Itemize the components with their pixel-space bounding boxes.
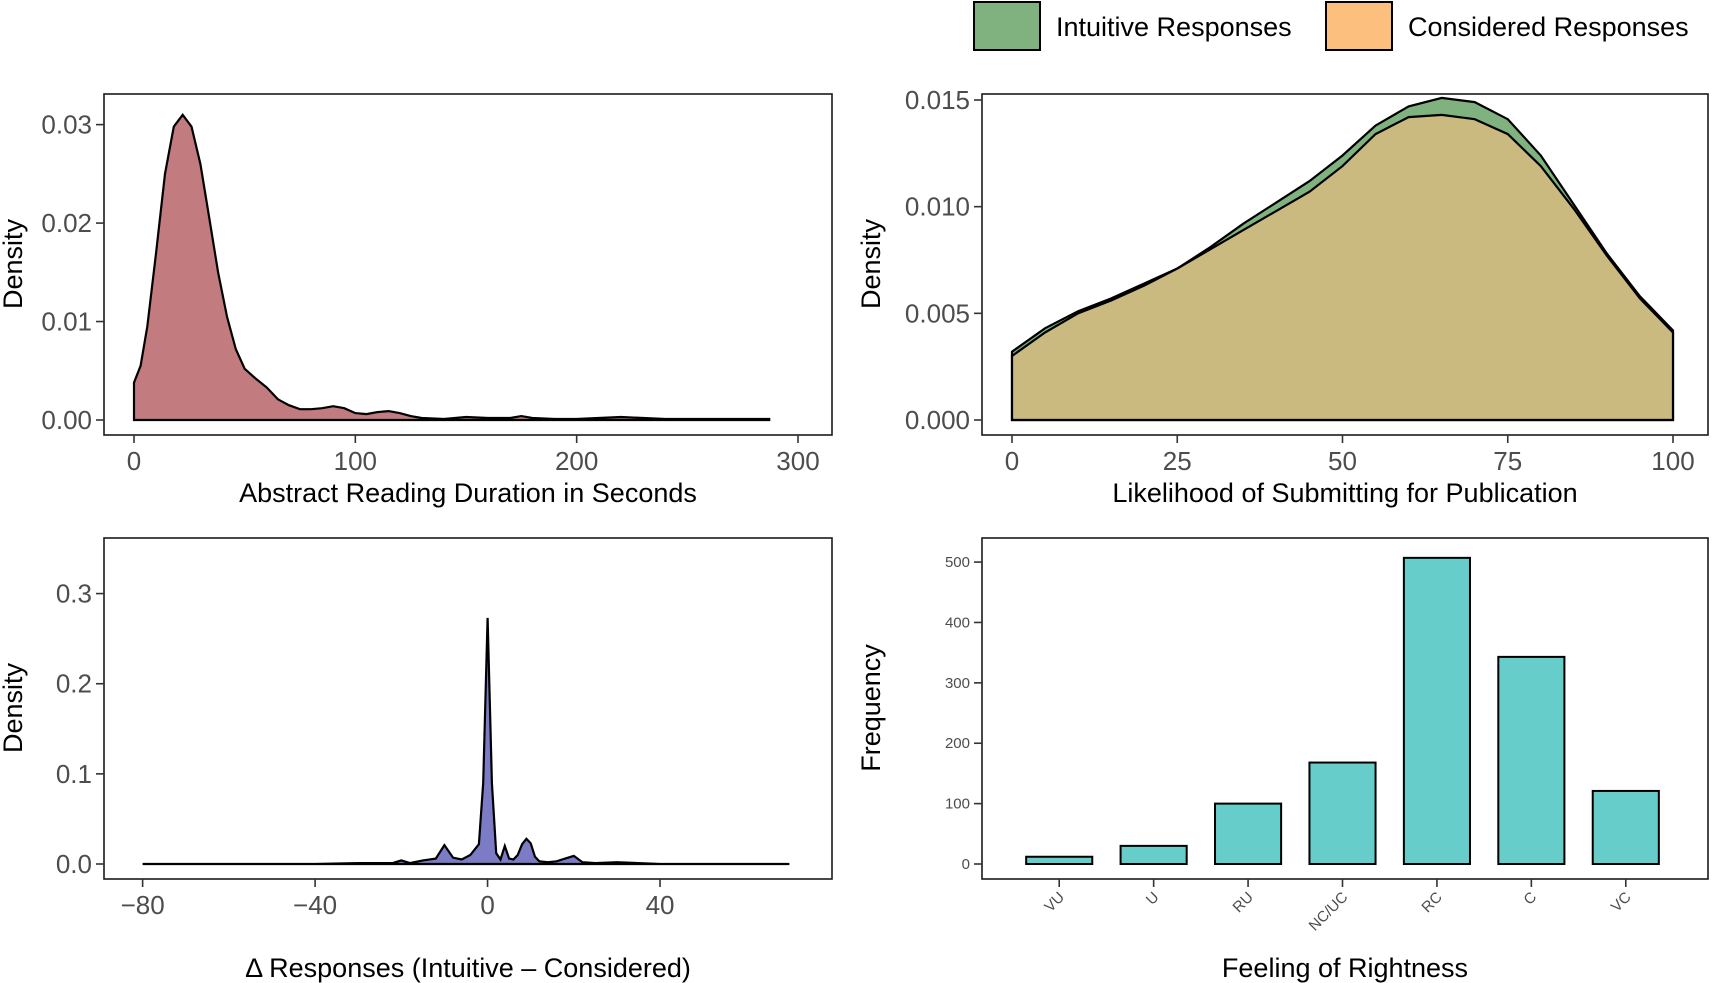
- x-tick-label: 0: [127, 446, 141, 476]
- y-tick-label: 0.01: [41, 307, 92, 337]
- bar: [1497, 655, 1566, 866]
- y-tick-label: 0.0: [56, 849, 92, 879]
- legend: Intuitive Responses Considered Responses: [973, 1, 1689, 51]
- panel-reading-duration: 0.00 0.01 0.02 0.03 0 100 200 300 Density Abst…: [0, 93, 833, 508]
- y-axis-title: Density: [856, 218, 886, 309]
- y-axis-title: Density: [0, 662, 28, 753]
- x-tick-label: 0: [1005, 446, 1019, 476]
- bar: [1119, 844, 1188, 866]
- legend-label-intuitive: Intuitive Responses: [1056, 12, 1292, 42]
- density-area-reading: [132, 112, 771, 422]
- y-tick-label: 0.2: [56, 669, 92, 699]
- x-tick-label: 25: [1163, 446, 1192, 476]
- bar: [1402, 556, 1471, 865]
- y-tick-label: 0.015: [905, 85, 970, 115]
- x-axis-title: Likelihood of Submitting for Publication: [1112, 478, 1577, 508]
- y-tick-label: 0.02: [41, 208, 92, 238]
- x-tick-label: VU: [1041, 889, 1068, 916]
- y-tick-label: 500: [945, 554, 970, 571]
- x-tick-label: NC/UC: [1306, 889, 1352, 935]
- x-tick-label: −40: [293, 890, 337, 920]
- bar: [1214, 802, 1283, 865]
- y-tick-label: 300: [945, 675, 970, 692]
- x-tick-label: VC: [1608, 889, 1635, 916]
- y-tick-label: 400: [945, 614, 970, 631]
- density-area-considered: [1010, 113, 1675, 422]
- x-tick-label: U: [1143, 889, 1163, 909]
- bar: [1308, 761, 1377, 865]
- panel-frame: [103, 537, 833, 880]
- x-tick-label: −80: [121, 890, 165, 920]
- x-tick-label: 300: [776, 446, 819, 476]
- legend-swatch-considered: [1325, 1, 1393, 51]
- y-tick-label: 0.03: [41, 110, 92, 140]
- x-tick-label: RC: [1418, 889, 1445, 916]
- panel-rightness: 0 100 200 300 400 500 VU U RU NC/UC RC C VC Frequen…: [856, 537, 1709, 983]
- y-tick-label: 0.010: [905, 192, 970, 222]
- x-tick-label: 200: [555, 446, 598, 476]
- x-tick-label: 0: [480, 890, 494, 920]
- x-axis-title: Δ Responses (Intuitive – Considered): [245, 953, 691, 983]
- density-area-delta: [142, 617, 790, 866]
- panel-delta: 0.0 0.1 0.2 0.3 −80 −40 0 40 Density Δ Respons…: [0, 537, 833, 983]
- y-tick-label: 0.3: [56, 579, 92, 609]
- x-tick-label: 100: [1651, 446, 1694, 476]
- legend-swatch-intuitive: [973, 1, 1041, 51]
- x-tick-label: C: [1520, 889, 1540, 909]
- y-tick-label: 0.005: [905, 298, 970, 328]
- x-axis-title: Abstract Reading Duration in Seconds: [239, 478, 697, 508]
- legend-label-considered: Considered Responses: [1408, 12, 1689, 42]
- y-tick-label: 0.00: [41, 405, 92, 435]
- x-tick-label: 75: [1493, 446, 1522, 476]
- x-axis-title: Feeling of Rightness: [1222, 953, 1468, 983]
- y-axis-title: Frequency: [856, 644, 886, 772]
- x-tick-label: 100: [334, 446, 377, 476]
- panel-frame: [981, 93, 1709, 436]
- panel-frame: [103, 93, 833, 436]
- bar: [1591, 789, 1660, 866]
- x-tick-label: RU: [1230, 889, 1257, 916]
- x-tick-label: 50: [1328, 446, 1357, 476]
- y-tick-label: 0.1: [56, 759, 92, 789]
- panel-frame: [981, 537, 1709, 880]
- y-tick-label: 0.000: [905, 405, 970, 435]
- x-tick-label: 40: [646, 890, 675, 920]
- y-tick-label: 100: [945, 796, 970, 813]
- bar: [1025, 855, 1094, 865]
- y-tick-label: 200: [945, 735, 970, 752]
- y-tick-label: 0: [962, 856, 970, 873]
- y-axis-title: Density: [0, 218, 28, 309]
